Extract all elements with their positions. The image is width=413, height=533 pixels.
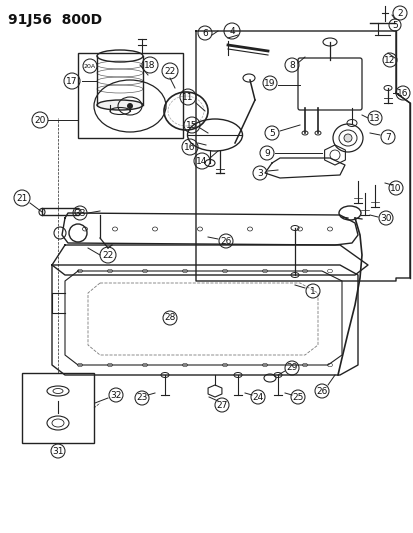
Bar	[22, 373, 94, 443]
Text: 25: 25	[292, 392, 303, 401]
Text: 26: 26	[220, 237, 231, 246]
Text: 10: 10	[389, 183, 401, 192]
Text: 20: 20	[34, 116, 45, 125]
Text: 29: 29	[286, 364, 297, 373]
Text: 11: 11	[182, 93, 193, 101]
Text: 22: 22	[102, 251, 113, 260]
Text: 3: 3	[256, 168, 262, 177]
Circle shape	[127, 103, 133, 109]
Text: 2: 2	[396, 9, 402, 18]
Text: 9: 9	[263, 149, 269, 157]
Text: 7: 7	[384, 133, 390, 141]
Text: 28: 28	[164, 313, 175, 322]
Text: 19: 19	[263, 78, 275, 87]
Text: 8: 8	[288, 61, 294, 69]
Text: 17: 17	[66, 77, 78, 85]
Text: 20A: 20A	[84, 63, 96, 69]
Text: 24: 24	[252, 392, 263, 401]
Text: 15: 15	[186, 120, 197, 130]
Text: 14: 14	[196, 157, 207, 166]
Text: 16: 16	[396, 88, 408, 98]
Text: 1: 1	[309, 287, 315, 295]
Text: 6: 6	[202, 28, 207, 37]
Ellipse shape	[97, 100, 142, 110]
Text: 16: 16	[184, 142, 195, 151]
Text: 12: 12	[383, 55, 395, 64]
Text: 32: 32	[110, 391, 121, 400]
Circle shape	[343, 134, 351, 142]
Text: 5: 5	[391, 20, 397, 29]
Text: 26: 26	[316, 386, 327, 395]
Text: 18: 18	[144, 61, 155, 69]
Text: 13: 13	[368, 114, 380, 123]
Text: 27: 27	[216, 400, 227, 409]
Text: 5: 5	[268, 128, 274, 138]
Text: 31: 31	[52, 447, 64, 456]
Text: 21: 21	[16, 193, 28, 203]
Bar	[78, 53, 183, 138]
Text: 30: 30	[379, 214, 391, 222]
Text: 91J56  800D: 91J56 800D	[8, 13, 102, 27]
Text: 22: 22	[164, 67, 175, 76]
Text: 4: 4	[229, 27, 234, 36]
Text: 33: 33	[74, 208, 85, 217]
Text: 23: 23	[136, 393, 147, 402]
